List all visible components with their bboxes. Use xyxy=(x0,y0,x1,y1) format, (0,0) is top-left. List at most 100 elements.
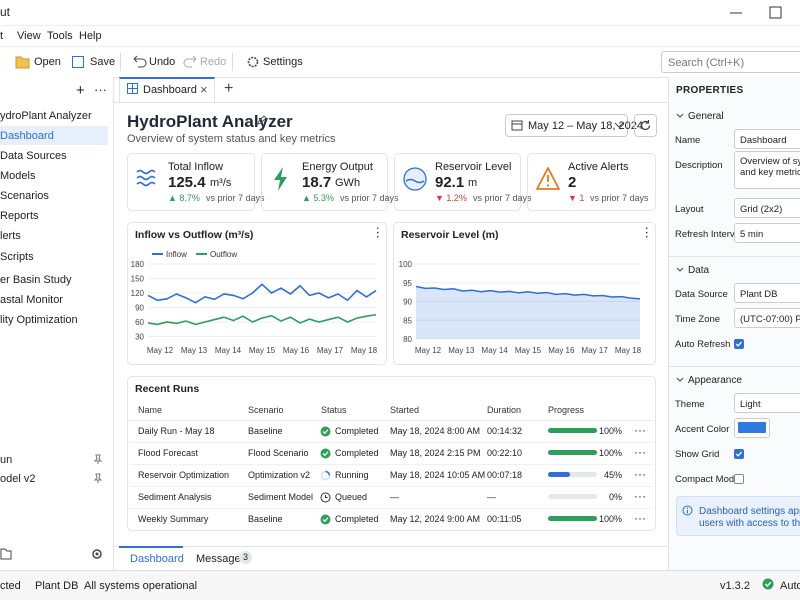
progress-track xyxy=(548,494,597,499)
x-tick-label: May 17 xyxy=(582,346,609,355)
tree-item[interactable]: lerts xyxy=(0,230,21,242)
progress-fill xyxy=(548,516,597,521)
header-rule xyxy=(130,420,653,421)
add-button[interactable]: + xyxy=(76,82,85,99)
section-title[interactable]: General xyxy=(688,111,724,122)
menu-item[interactable]: t xyxy=(0,30,4,42)
pinned-item[interactable]: odel v2 xyxy=(0,473,36,485)
chart-menu[interactable]: ··· xyxy=(640,226,655,239)
table-row[interactable] xyxy=(130,421,653,443)
menu-item[interactable]: View xyxy=(17,30,41,42)
kpi-icon xyxy=(536,167,560,190)
date-range-picker[interactable] xyxy=(505,114,628,137)
bottom-tab[interactable]: Messages xyxy=(196,553,247,565)
status-icon xyxy=(320,492,331,503)
field-input[interactable] xyxy=(734,308,800,328)
kpi-value: 125.4 xyxy=(168,174,206,191)
table-row[interactable] xyxy=(130,487,653,509)
toolbar-button[interactable]: Open xyxy=(34,56,61,68)
alert-dot xyxy=(546,184,550,187)
message-badge: 3 xyxy=(239,551,252,564)
toolbar-button[interactable]: Redo xyxy=(200,56,227,68)
kpi-comparison: vs prior 7 days xyxy=(590,193,649,203)
tree-item[interactable]: Dashboard xyxy=(0,130,54,142)
tree-item[interactable]: Models xyxy=(0,170,36,182)
cell-name: Sediment Analysis xyxy=(138,492,212,502)
row-menu[interactable]: ··· xyxy=(634,511,646,525)
field-input[interactable] xyxy=(734,283,800,303)
row-menu[interactable]: ··· xyxy=(634,489,646,503)
chevron xyxy=(676,377,684,382)
kpi-delta: ▲ 8.7% xyxy=(168,193,200,203)
progress-bar xyxy=(548,494,597,499)
tab-close[interactable]: × xyxy=(200,82,208,97)
ok xyxy=(320,514,331,525)
x-tick-label: May 16 xyxy=(548,346,575,355)
tree-item[interactable]: ydroPlant Analyzer xyxy=(0,110,92,122)
toolbar-button[interactable]: Save xyxy=(90,56,116,68)
more-button[interactable]: ··· xyxy=(94,82,107,97)
toolbar xyxy=(0,46,800,78)
tab[interactable] xyxy=(119,77,215,102)
bottom-tab-active[interactable] xyxy=(119,546,183,570)
section-title[interactable]: Data xyxy=(688,265,710,276)
chart-menu[interactable]: ··· xyxy=(371,226,386,239)
field-input[interactable] xyxy=(734,129,800,149)
row-menu[interactable]: ··· xyxy=(634,423,646,437)
series-line xyxy=(415,285,641,300)
pin-icon xyxy=(93,454,103,464)
tree-item[interactable]: Data Sources xyxy=(0,150,67,162)
progress-label: 100% xyxy=(598,448,622,458)
cell-scenario: Baseline xyxy=(248,426,283,436)
section-title[interactable]: Appearance xyxy=(688,375,742,386)
tree-item[interactable]: Reports xyxy=(0,210,39,222)
tree-item[interactable]: Scenarios xyxy=(0,190,49,202)
bottom-tab[interactable]: Dashboard xyxy=(130,553,184,565)
settings-icon xyxy=(247,56,259,68)
table-row[interactable] xyxy=(130,443,653,465)
field-input[interactable] xyxy=(734,198,800,218)
progress-bar xyxy=(548,450,597,455)
field-textarea[interactable] xyxy=(734,151,800,189)
x-tick-label: May 15 xyxy=(249,346,276,355)
tree-item[interactable]: Scripts xyxy=(0,251,34,263)
refresh-button[interactable] xyxy=(634,114,657,137)
column-header: Duration xyxy=(487,405,522,415)
search-box[interactable] xyxy=(661,51,800,73)
y-tick-label: 120 xyxy=(131,289,145,298)
date-range: May 12 – May 18, 2024 xyxy=(528,120,643,132)
kpi-comparison: vs prior 7 days xyxy=(206,193,265,203)
y-tick-label: 60 xyxy=(135,318,144,327)
toolbar-button[interactable]: Undo xyxy=(149,56,176,68)
save-icon xyxy=(72,56,84,68)
status-text: All systems operational xyxy=(84,580,198,592)
tree-item-selected[interactable] xyxy=(0,126,108,145)
toolbar-icons xyxy=(15,53,259,71)
menu-item[interactable]: Tools xyxy=(47,30,73,42)
tree-item[interactable]: astal Monitor xyxy=(0,294,63,306)
field-input[interactable] xyxy=(734,223,800,243)
menu-item[interactable]: Help xyxy=(79,30,102,42)
row-menu[interactable]: ··· xyxy=(634,445,646,459)
wave xyxy=(136,181,156,187)
kpi-delta: ▼ 1.2% xyxy=(435,193,467,203)
tree-item[interactable]: lity Optimization xyxy=(0,314,78,326)
tick xyxy=(735,451,743,457)
chart-card xyxy=(127,222,387,365)
window-controls[interactable] xyxy=(728,6,788,20)
field-input[interactable] xyxy=(734,393,800,413)
new-tab[interactable]: + xyxy=(224,80,234,97)
pinned-item[interactable]: un xyxy=(0,454,13,466)
row-menu[interactable]: ··· xyxy=(634,467,646,481)
ok xyxy=(320,426,331,437)
table-row[interactable] xyxy=(130,465,653,487)
toolbar-button[interactable]: Settings xyxy=(263,56,303,68)
info-box xyxy=(676,496,800,536)
kpi-card xyxy=(261,153,388,211)
kpi-unit: m³/s xyxy=(210,177,232,189)
wave xyxy=(136,169,156,175)
edit-icon[interactable] xyxy=(256,114,268,126)
tree-item[interactable]: er Basin Study xyxy=(0,274,72,286)
tick xyxy=(735,341,743,347)
